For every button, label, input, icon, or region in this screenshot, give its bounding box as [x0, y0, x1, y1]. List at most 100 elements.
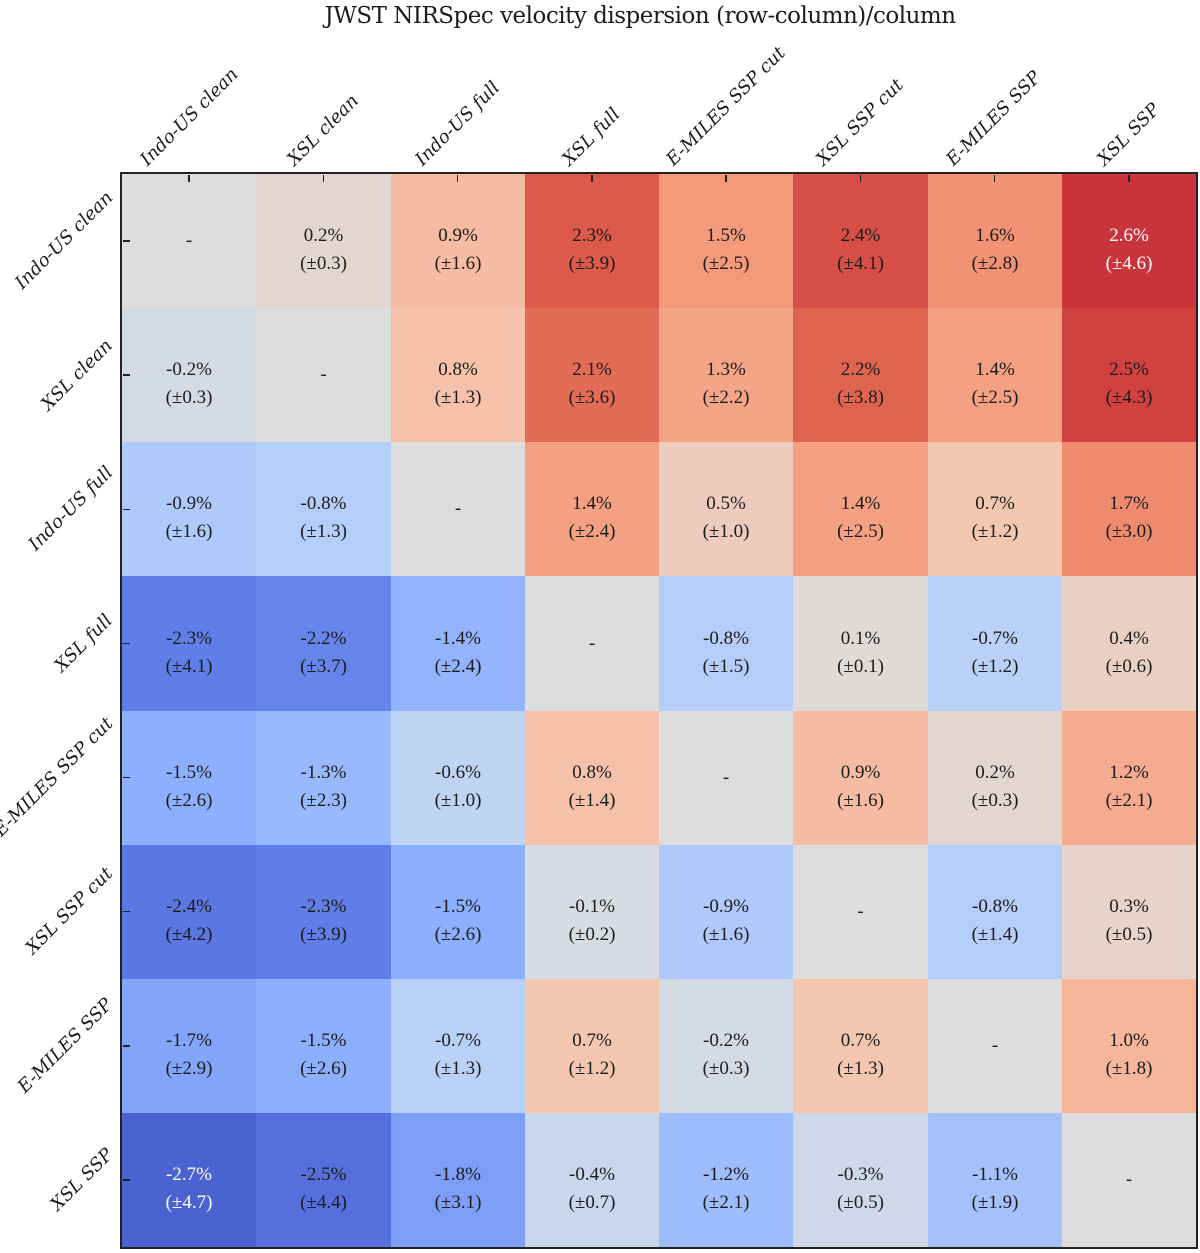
cell-value: -2.3%	[166, 627, 212, 649]
cell-annotation: 1.3% (±2.2)	[659, 317, 793, 442]
heatmap-cell-r5-c1: -1.5% (±2.6)	[122, 711, 256, 845]
heatmap-cell-r5-c2: -1.3% (±2.3)	[256, 711, 391, 845]
cell-value: -1.7%	[166, 1030, 212, 1051]
cell-value: -0.7%	[435, 1030, 481, 1051]
x-axis-label-7: E-MILES SSP	[942, 67, 1046, 171]
cell-error: (±4.1)	[837, 253, 884, 274]
cell-value: 0.9%	[438, 225, 478, 246]
cell-value: 2.6%	[1109, 225, 1149, 246]
cell-error: (±2.1)	[1105, 790, 1153, 811]
cell-error: (±0.1)	[837, 655, 884, 677]
y-axis-label-8: XSL SSP	[46, 1144, 118, 1216]
cell-error: (±1.9)	[971, 1192, 1019, 1213]
x-axis-label-4: XSL full	[558, 103, 625, 171]
cell-error: (±3.9)	[568, 253, 616, 274]
cell-annotation: -0.8% (±1.4)	[928, 854, 1062, 979]
heatmap-cell-r5-c8: 1.2% (±2.1)	[1062, 711, 1196, 845]
cell-value: 0.9%	[840, 762, 881, 783]
cell-value: -0.1%	[569, 896, 615, 917]
cell-error: (±0.3)	[300, 253, 347, 274]
y-tick	[123, 910, 130, 913]
cell-error: (±0.5)	[1105, 924, 1153, 945]
heatmap-cell-r6-c3: -1.5% (±2.6)	[391, 845, 525, 979]
cell-error: (±1.3)	[300, 521, 347, 542]
cell-value: -1.2%	[703, 1164, 749, 1185]
cell-error: (±3.0)	[1105, 521, 1153, 542]
heatmap-cell-r2-c6: 2.2% (±3.8)	[793, 308, 928, 442]
cell-error: (±1.5)	[702, 655, 750, 677]
heatmap-cell-r6-c4: -0.1% (±0.2)	[525, 845, 659, 979]
y-axis-label-5: E-MILES SSP cut	[0, 713, 118, 842]
cell-error: (±4.7)	[165, 1192, 213, 1213]
cell-annotation: 0.8% (±1.4)	[525, 720, 659, 845]
cell-value: 0.5%	[706, 493, 746, 514]
heatmap-cell-r2-c3: 0.8% (±1.3)	[391, 308, 525, 442]
heatmap-cell-r8-c8: -	[1062, 1113, 1196, 1247]
cell-value: -0.2%	[166, 359, 212, 380]
heatmap-cell-r5-c7: 0.2% (±0.3)	[928, 711, 1062, 845]
cell-error: (±0.2)	[568, 924, 616, 945]
heatmap-cell-r5-c6: 0.9% (±1.6)	[793, 711, 928, 845]
cell-annotation: 2.6% (±4.6)	[1062, 183, 1196, 308]
cell-value: 2.3%	[572, 225, 612, 246]
heatmap-cell-r4-c5: -0.8% (±1.5)	[659, 576, 793, 711]
cell-value: 1.0%	[1109, 1030, 1149, 1051]
cell-annotation: 1.4% (±2.5)	[793, 451, 928, 576]
heatmap-cell-r6-c5: -0.9% (±1.6)	[659, 845, 793, 979]
cell-annotation: 1.5% (±2.5)	[659, 183, 793, 308]
cell-value: 0.3%	[1109, 896, 1149, 917]
cell-error: (±3.8)	[837, 387, 884, 408]
cell-value: -1.5%	[300, 1030, 347, 1051]
cell-annotation: 0.9% (±1.6)	[391, 183, 525, 308]
heatmap-cell-r1-c8: 2.6% (±4.6)	[1062, 174, 1196, 308]
x-tick	[1128, 175, 1130, 182]
x-axis-label-1: Indo-US clean	[135, 63, 242, 171]
heatmap-cell-r3-c3: -	[391, 442, 525, 576]
cell-value: -0.8%	[703, 627, 749, 649]
heatmap-cell-r7-c3: -0.7% (±1.3)	[391, 979, 525, 1113]
x-tick	[591, 175, 593, 182]
cell-error: (±1.4)	[568, 790, 616, 811]
cell-value: 0.2%	[975, 762, 1015, 783]
x-tick	[859, 175, 862, 182]
x-axis-label-2: XSL clean	[283, 90, 363, 171]
cell-error: (±4.4)	[300, 1192, 347, 1213]
cell-value: 1.7%	[1109, 493, 1149, 514]
cell-diagonal-marker: -	[454, 498, 462, 519]
cell-annotation: -1.5% (±2.6)	[256, 988, 391, 1113]
cell-annotation: 0.2% (±0.3)	[256, 183, 391, 308]
y-axis-label-7: E-MILES SSP	[13, 993, 117, 1097]
cell-annotation: -1.5% (±2.6)	[122, 720, 256, 845]
heatmap-cell-r8-c1: -2.7% (±4.7)	[122, 1113, 256, 1247]
cell-value: 1.6%	[975, 225, 1015, 246]
cell-error: (±0.3)	[702, 1058, 750, 1079]
cell-value: 0.8%	[438, 359, 478, 380]
cell-error: (±0.3)	[971, 790, 1019, 811]
cell-value: -0.2%	[703, 1030, 749, 1051]
heatmap-cell-r2-c4: 2.1% (±3.6)	[525, 308, 659, 442]
cell-diagonal-marker: -	[722, 767, 730, 788]
heatmap-cell-r5-c3: -0.6% (±1.0)	[391, 711, 525, 845]
heatmap-cell-r7-c8: 1.0% (±1.8)	[1062, 979, 1196, 1113]
cell-annotation: -1.7% (±2.9)	[122, 988, 256, 1113]
cell-error: (±1.4)	[971, 924, 1019, 945]
cell-value: -0.3%	[837, 1164, 884, 1185]
heatmap-cell-r7-c7: -	[928, 979, 1062, 1113]
cell-value: 2.2%	[840, 359, 881, 380]
cell-value: -1.5%	[166, 762, 212, 783]
cell-annotation: -2.7% (±4.7)	[122, 1122, 256, 1247]
cell-value: 0.4%	[1109, 627, 1149, 649]
cell-value: -2.5%	[300, 1164, 347, 1185]
heatmap-cell-r6-c2: -2.3% (±3.9)	[256, 845, 391, 979]
y-axis-label-4: XSL full	[50, 609, 117, 677]
cell-annotation: 0.7% (±1.2)	[525, 988, 659, 1113]
cell-error: (±1.3)	[837, 1058, 884, 1079]
y-tick	[123, 374, 130, 376]
cell-value: -0.9%	[166, 493, 212, 514]
cell-annotation: -2.5% (±4.4)	[256, 1122, 391, 1247]
cell-annotation: 1.7% (±3.0)	[1062, 451, 1196, 576]
heatmap-cell-r7-c1: -1.7% (±2.9)	[122, 979, 256, 1113]
cell-error: (±1.2)	[971, 521, 1019, 542]
cell-annotation: 0.8% (±1.3)	[391, 317, 525, 442]
y-tick	[123, 1045, 130, 1047]
